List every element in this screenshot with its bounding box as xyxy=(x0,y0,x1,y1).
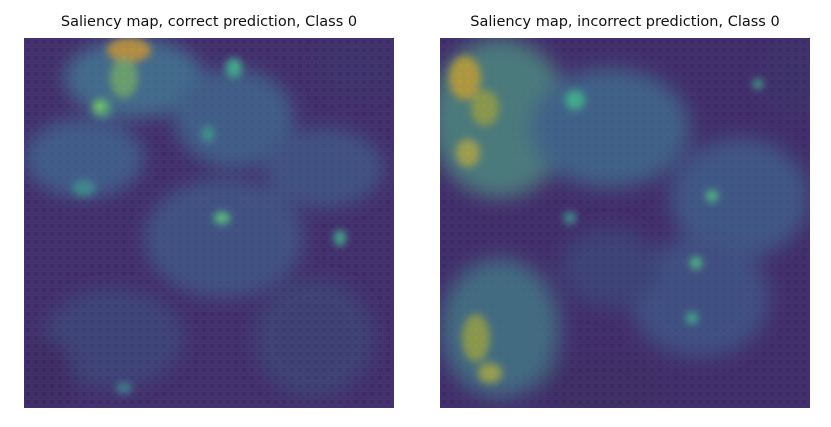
saliency-image-incorrect xyxy=(440,38,810,408)
saliency-map-incorrect xyxy=(440,38,810,408)
saliency-image-correct xyxy=(24,38,394,408)
panel-title-incorrect: Saliency map, incorrect prediction, Clas… xyxy=(470,14,780,30)
saliency-panel-correct: Saliency map, correct prediction, Class … xyxy=(23,0,395,427)
saliency-panel-incorrect: Saliency map, incorrect prediction, Clas… xyxy=(439,0,811,427)
panel-title-correct: Saliency map, correct prediction, Class … xyxy=(60,14,358,30)
saliency-map-correct xyxy=(24,38,394,408)
